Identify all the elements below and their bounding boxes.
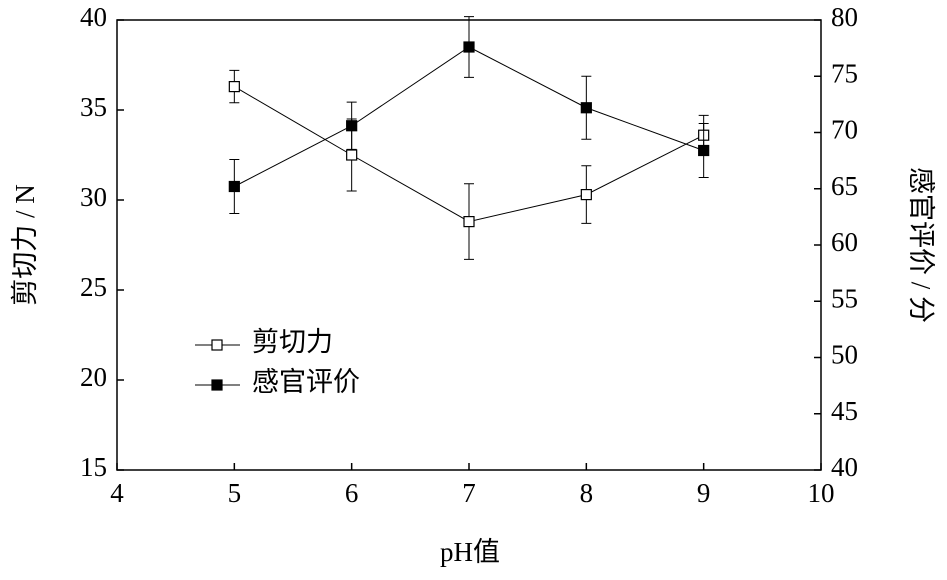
marker [228, 80, 240, 93]
y2-tick-label: 55 [831, 283, 858, 313]
legend-marker [211, 379, 223, 391]
y2-tick-label: 40 [831, 452, 858, 482]
y2-tick-label: 50 [831, 340, 858, 370]
marker [580, 189, 592, 201]
y2-tick-label: 75 [831, 58, 858, 88]
marker [228, 180, 240, 193]
y-tick-label: 40 [80, 2, 107, 32]
y2-tick-label: 70 [831, 115, 858, 145]
marker [346, 120, 358, 132]
x-axis-label: pH值 [440, 537, 500, 567]
y2-tick-label: 65 [831, 171, 858, 201]
y-tick-label: 20 [80, 362, 107, 392]
y-tick-label: 35 [80, 92, 107, 122]
x-tick-label: 10 [808, 478, 835, 508]
y2-tick-label: 80 [831, 2, 858, 32]
x-tick-label: 6 [345, 478, 359, 508]
y-axis-label: 剪切力 / N [10, 184, 40, 306]
marker [463, 41, 475, 53]
legend-marker [211, 339, 223, 351]
y-tick-label: 15 [80, 452, 107, 482]
y-tick-label: 25 [80, 272, 107, 302]
y2-tick-label: 60 [831, 227, 858, 257]
marker [698, 144, 710, 157]
x-tick-label: 8 [580, 478, 594, 508]
x-tick-label: 9 [697, 478, 711, 508]
legend-label: 感官评价 [252, 367, 360, 397]
marker [463, 216, 475, 228]
marker [580, 102, 592, 114]
y2-tick-label: 45 [831, 396, 858, 426]
legend-label: 剪切力 [252, 327, 333, 357]
y-tick-label: 30 [80, 182, 107, 212]
x-tick-label: 4 [110, 478, 124, 508]
marker [346, 149, 358, 161]
x-tick-label: 5 [228, 478, 242, 508]
y2-axis-label: 感官评价 / 分 [906, 167, 936, 323]
x-tick-label: 7 [462, 478, 476, 508]
